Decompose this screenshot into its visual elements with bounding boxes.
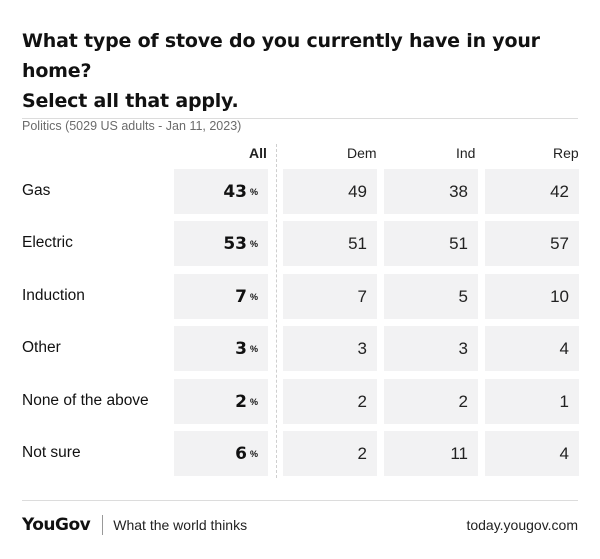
percent-sign: % bbox=[249, 448, 258, 459]
cell-electric-dem: 51 bbox=[283, 221, 377, 266]
cell-induction-ind: 5 bbox=[384, 274, 478, 319]
value-other-rep: 4 bbox=[559, 338, 569, 358]
cell-not-sure-ind: 11 bbox=[384, 431, 478, 476]
column-divider bbox=[276, 144, 277, 478]
value-none-of-the-above-ind: 2 bbox=[458, 391, 468, 411]
chart-subtitle: Politics (5029 US adults - Jan 11, 2023) bbox=[22, 119, 242, 133]
cell-other-all: 3% bbox=[174, 326, 268, 371]
value-none-of-the-above-all: 2 bbox=[235, 391, 247, 412]
column-header-dem: Dem bbox=[347, 145, 377, 161]
bottom-divider bbox=[22, 500, 578, 501]
cell-not-sure-dem: 2 bbox=[283, 431, 377, 476]
value-none-of-the-above-dem: 2 bbox=[357, 391, 367, 411]
column-header-ind: Ind bbox=[456, 145, 476, 161]
top-divider bbox=[22, 118, 578, 119]
column-header-all: All bbox=[249, 145, 267, 161]
value-none-of-the-above-rep: 1 bbox=[559, 391, 569, 411]
cell-not-sure-rep: 4 bbox=[485, 431, 579, 476]
value-gas-all: 43 bbox=[223, 181, 247, 202]
row-label-none-of-the-above: None of the above bbox=[22, 392, 149, 409]
row-label-gas: Gas bbox=[22, 182, 51, 199]
row-label-other: Other bbox=[22, 339, 61, 356]
value-induction-rep: 10 bbox=[550, 286, 569, 306]
row-label-induction: Induction bbox=[22, 287, 85, 304]
cell-none-of-the-above-rep: 1 bbox=[485, 379, 579, 424]
value-not-sure-rep: 4 bbox=[559, 443, 569, 463]
cell-gas-rep: 42 bbox=[485, 169, 579, 214]
percent-sign: % bbox=[249, 291, 258, 302]
footer-divider bbox=[102, 515, 104, 535]
cell-other-rep: 4 bbox=[485, 326, 579, 371]
yougov-logo: YouGov bbox=[22, 515, 91, 535]
cell-gas-ind: 38 bbox=[384, 169, 478, 214]
cell-induction-rep: 10 bbox=[485, 274, 579, 319]
cell-electric-rep: 57 bbox=[485, 221, 579, 266]
cell-electric-ind: 51 bbox=[384, 221, 478, 266]
value-electric-all: 53 bbox=[223, 233, 247, 254]
value-electric-ind: 51 bbox=[449, 233, 468, 253]
row-label-electric: Electric bbox=[22, 234, 73, 251]
cell-none-of-the-above-dem: 2 bbox=[283, 379, 377, 424]
value-induction-all: 7 bbox=[235, 286, 247, 307]
column-header-rep: Rep bbox=[553, 145, 579, 161]
chart-title: What type of stove do you currently have… bbox=[22, 26, 582, 116]
value-induction-dem: 7 bbox=[357, 286, 367, 306]
value-induction-ind: 5 bbox=[458, 286, 468, 306]
percent-sign: % bbox=[249, 396, 258, 407]
cell-induction-dem: 7 bbox=[283, 274, 377, 319]
value-other-all: 3 bbox=[235, 338, 247, 359]
value-not-sure-ind: 11 bbox=[450, 443, 468, 463]
percent-sign: % bbox=[249, 186, 258, 197]
footer: YouGov What the world thinks today.yougo… bbox=[22, 514, 578, 536]
cell-electric-all: 53% bbox=[174, 221, 268, 266]
cell-none-of-the-above-all: 2% bbox=[174, 379, 268, 424]
cell-not-sure-all: 6% bbox=[174, 431, 268, 476]
value-gas-rep: 42 bbox=[550, 181, 569, 201]
value-gas-dem: 49 bbox=[348, 181, 367, 201]
footer-site-link[interactable]: today.yougov.com bbox=[466, 517, 578, 533]
value-not-sure-all: 6 bbox=[235, 443, 247, 464]
cell-other-ind: 3 bbox=[384, 326, 478, 371]
value-electric-rep: 57 bbox=[550, 233, 569, 253]
footer-tagline: What the world thinks bbox=[113, 517, 248, 533]
value-gas-ind: 38 bbox=[449, 181, 468, 201]
cell-gas-dem: 49 bbox=[283, 169, 377, 214]
row-label-not-sure: Not sure bbox=[22, 444, 81, 461]
chart-header: What type of stove do you currently have… bbox=[22, 26, 582, 133]
percent-sign: % bbox=[249, 238, 258, 249]
cell-gas-all: 43% bbox=[174, 169, 268, 214]
chart-title-line-1: What type of stove do you currently have… bbox=[22, 30, 540, 82]
value-electric-dem: 51 bbox=[348, 233, 367, 253]
cell-induction-all: 7% bbox=[174, 274, 268, 319]
value-not-sure-dem: 2 bbox=[357, 443, 367, 463]
cell-none-of-the-above-ind: 2 bbox=[384, 379, 478, 424]
percent-sign: % bbox=[249, 343, 258, 354]
cell-other-dem: 3 bbox=[283, 326, 377, 371]
value-other-ind: 3 bbox=[458, 338, 468, 358]
value-other-dem: 3 bbox=[357, 338, 367, 358]
chart-title-line-2: Select all that apply. bbox=[22, 90, 239, 112]
